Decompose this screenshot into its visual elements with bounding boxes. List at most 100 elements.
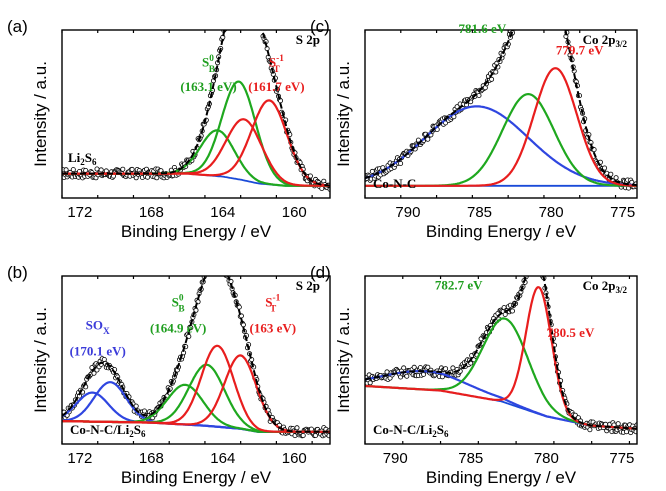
raw-data-point (222, 263, 226, 267)
peak-annotation-main: (163 eV) (250, 321, 297, 336)
sample-label-part: Co-N-C (373, 176, 416, 191)
raw-data-point (540, 264, 544, 268)
panel-b: 172 168 164 160 Binding Energy / eV Intensity… (7, 259, 331, 487)
raw-data-point (613, 175, 619, 181)
panel-title: Co 2p3/2 (583, 278, 628, 295)
peak-annotation-sup: -1 (273, 294, 281, 304)
raw-data-point (531, 255, 535, 259)
peak-annotation-main: S (265, 295, 272, 310)
raw-data-point (493, 69, 499, 75)
raw-data-point (530, 254, 534, 258)
raw-data-point (308, 426, 314, 432)
panel-title-sub: 3/2 (615, 39, 627, 49)
raw-data-point (443, 366, 449, 372)
raw-data-point (207, 262, 211, 266)
raw-data-point (587, 427, 593, 433)
panel-a: 172 168 164 160 Binding Energy / eV Intensity… (7, 2, 331, 241)
raw-data-point (560, 16, 564, 20)
raw-data-point (476, 93, 482, 99)
fit-envelope (365, 276, 637, 430)
peak-annotation: 780.5 eV (547, 325, 595, 340)
sample-label-part: S (437, 422, 444, 437)
raw-data-point (133, 403, 139, 409)
raw-data-point (91, 370, 97, 376)
x-axis-label: Binding Energy / eV (426, 468, 577, 487)
fit-envelope (62, 30, 330, 187)
plot-frame (364, 29, 638, 199)
peak-annotation-main: S (172, 295, 179, 310)
peak-annotation: S-1 T (269, 54, 284, 75)
panel-label: (c) (310, 17, 330, 36)
panel-title: S 2p (296, 32, 320, 47)
raw-data-point (369, 168, 375, 174)
panel-d: 790 785 780 775 Binding Energy / eV Intensity… (310, 254, 638, 487)
raw-data-point (559, 7, 563, 11)
raw-data-point (608, 171, 614, 177)
peak-annotation-main: SO (86, 317, 103, 332)
raw-data-point (326, 433, 330, 439)
raw-data-point (539, 263, 543, 267)
raw-data-point (558, 3, 562, 7)
raw-data-point (218, 259, 222, 263)
peak-annotation: (170.1 eV) (70, 343, 126, 358)
raw-data-point (214, 263, 218, 267)
raw-data-point (528, 258, 532, 262)
raw-data-point (404, 373, 410, 379)
raw-data-point (256, 14, 260, 18)
x-tick-label: 790 (395, 204, 420, 221)
peak-annotation-main: (170.1 eV) (70, 343, 126, 358)
panel-title-main: S 2p (296, 32, 320, 47)
y-axis-label: Intensity / a.u. (31, 61, 50, 167)
raw-data-point (226, 12, 230, 16)
raw-data-point (205, 268, 209, 272)
raw-data-point (120, 166, 126, 172)
raw-data-point (203, 271, 207, 275)
raw-data-point (489, 76, 495, 82)
peak-annotation-main: 780.5 eV (547, 325, 595, 340)
raw-data-point (294, 425, 300, 431)
raw-data-point (516, 13, 520, 17)
raw-data-point (319, 185, 325, 191)
peak-annotation: S0 B (202, 54, 215, 75)
raw-data-point (252, 2, 256, 6)
sample-label: Co-N-C (373, 176, 416, 191)
raw-data-point (525, 0, 529, 2)
peak-annotation: 782.7 eV (435, 278, 483, 293)
raw-data-point (211, 260, 215, 264)
peak-annotation-main: (161.7 eV) (248, 79, 304, 94)
panel-title-main: S 2p (296, 278, 320, 293)
panel-label: (b) (7, 263, 28, 282)
sample-label-part: 2 (80, 157, 85, 167)
x-axis-label: Binding Energy / eV (121, 468, 272, 487)
panel-title-sub: 3/2 (615, 285, 627, 295)
peak-annotation: 779.7 eV (556, 42, 604, 57)
peak-annotation: (163 eV) (250, 321, 297, 336)
panel-title-main: Co 2p (583, 278, 616, 293)
sample-label-part: S (134, 422, 141, 437)
peak-annotation-main: (164.9 eV) (150, 321, 206, 336)
raw-data-point (535, 257, 539, 261)
raw-data-point (228, 5, 232, 9)
x-tick-label: 164 (210, 204, 235, 221)
raw-data-point (538, 262, 542, 266)
raw-data-point (527, 262, 531, 266)
peak-annotation-sup: 0 (179, 294, 184, 304)
raw-data-point (225, 30, 227, 31)
plot-frame (364, 275, 638, 445)
raw-data-point (520, 6, 524, 10)
raw-data-point (524, 0, 528, 1)
y-axis-label: Intensity / a.u. (31, 307, 50, 413)
raw-data-points (62, 2, 330, 192)
sample-label-part: 2 (432, 429, 437, 439)
raw-data-point (398, 160, 404, 166)
raw-data-point (257, 12, 261, 16)
raw-data-point (525, 269, 529, 273)
raw-data-point (624, 429, 630, 435)
raw-data-point (219, 262, 223, 266)
peak-annotation-main: S (269, 55, 276, 70)
fit-envelope (62, 276, 330, 433)
panel-label: (a) (7, 17, 28, 36)
raw-data-point (259, 24, 263, 28)
raw-data-point (300, 432, 306, 438)
raw-data-point (401, 365, 407, 371)
